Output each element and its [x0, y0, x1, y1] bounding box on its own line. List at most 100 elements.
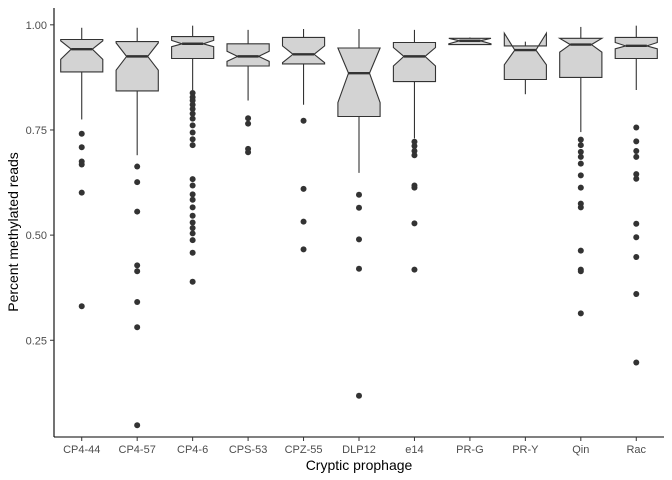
outlier-point — [577, 136, 584, 143]
outlier-point — [411, 138, 418, 145]
outlier-point — [300, 246, 307, 253]
outlier-point — [633, 234, 640, 241]
outlier-point — [577, 142, 584, 149]
notched-box — [115, 41, 159, 92]
outlier-point — [189, 136, 196, 143]
outlier-point — [633, 220, 640, 227]
outlier-point — [189, 237, 196, 244]
outlier-point — [300, 185, 307, 192]
outlier-point — [189, 212, 196, 219]
outlier-point — [189, 97, 196, 104]
outlier-point — [189, 230, 196, 237]
notched-box — [281, 36, 326, 65]
outlier-point — [189, 224, 196, 231]
box-group — [337, 29, 381, 399]
outlier-point — [356, 392, 362, 399]
outlier-point — [300, 117, 307, 124]
outlier-point — [411, 152, 418, 159]
outlier-point — [633, 153, 640, 160]
outlier-point — [134, 422, 141, 429]
outlier-point — [189, 196, 196, 203]
outlier-point — [633, 171, 640, 178]
outlier-point — [134, 298, 141, 305]
notched-box — [226, 43, 270, 67]
outlier-point — [411, 142, 418, 149]
x-tick-label: Qin — [572, 444, 589, 456]
notched-box — [171, 36, 215, 60]
box-group — [503, 31, 547, 95]
outlier-point — [78, 144, 85, 151]
y-tick-label: 0.50 — [26, 230, 47, 242]
x-tick-label: CPS-53 — [229, 444, 268, 456]
outlier-point — [78, 303, 85, 310]
y-tick-label: 0.25 — [26, 335, 47, 347]
outlier-point — [356, 265, 362, 272]
box-group — [281, 29, 326, 253]
notched-box — [503, 31, 547, 81]
outlier-point — [245, 115, 252, 122]
outlier-point — [134, 268, 141, 275]
outlier-point — [134, 262, 141, 269]
x-tick-label: DLP12 — [342, 444, 376, 456]
box-group — [392, 29, 437, 273]
notched-box — [557, 37, 604, 78]
outlier-point — [189, 176, 196, 183]
x-tick-label: CPZ-55 — [285, 444, 323, 456]
outlier-point — [189, 278, 196, 285]
y-tick-label: 1.00 — [26, 20, 47, 32]
outlier-point — [78, 189, 85, 196]
outlier-point — [245, 120, 252, 127]
outlier-point — [577, 184, 584, 191]
box-group — [448, 37, 492, 46]
outlier-point — [189, 129, 196, 136]
notched-box — [392, 41, 437, 83]
outlier-point — [300, 218, 307, 225]
outlier-point — [577, 204, 584, 211]
outlier-point — [245, 149, 252, 156]
x-tick-label: CP4-44 — [63, 444, 100, 456]
outlier-point — [577, 153, 584, 160]
outlier-point — [356, 191, 362, 198]
outlier-point — [189, 101, 196, 108]
box-group — [60, 27, 104, 310]
outlier-point — [577, 268, 584, 275]
outlier-point — [633, 124, 640, 131]
outlier-point — [189, 142, 196, 149]
box-group — [171, 25, 215, 285]
outlier-point — [189, 219, 196, 226]
outlier-point — [577, 148, 584, 155]
outlier-point — [633, 148, 640, 154]
x-axis-title: Cryptic prophage — [306, 457, 413, 473]
y-tick-label: 0.75 — [26, 125, 47, 137]
outlier-point — [356, 204, 362, 211]
outlier-point — [189, 110, 196, 117]
box-group — [226, 29, 270, 156]
x-tick-label: e14 — [405, 444, 423, 456]
outlier-point — [134, 208, 141, 215]
outlier-point — [633, 138, 640, 145]
box-group — [557, 26, 604, 317]
outlier-point — [189, 122, 196, 129]
outlier-point — [134, 324, 141, 331]
outlier-point — [189, 115, 196, 122]
outlier-point — [189, 191, 196, 198]
outlier-point — [78, 130, 85, 137]
outlier-point — [411, 148, 418, 154]
x-tick-label: PR-G — [456, 444, 484, 456]
box-group — [614, 25, 658, 366]
outlier-point — [189, 204, 196, 211]
outlier-point — [189, 105, 196, 112]
outlier-point — [189, 182, 196, 189]
outlier-point — [633, 253, 640, 260]
outlier-point — [633, 359, 640, 366]
outlier-point — [411, 266, 418, 273]
outlier-point — [134, 179, 141, 186]
outlier-point — [134, 163, 141, 170]
outlier-point — [577, 247, 584, 254]
box-group — [115, 27, 159, 429]
x-tick-label: PR-Y — [512, 444, 539, 456]
notched-box — [60, 38, 104, 73]
outlier-point — [189, 249, 196, 256]
